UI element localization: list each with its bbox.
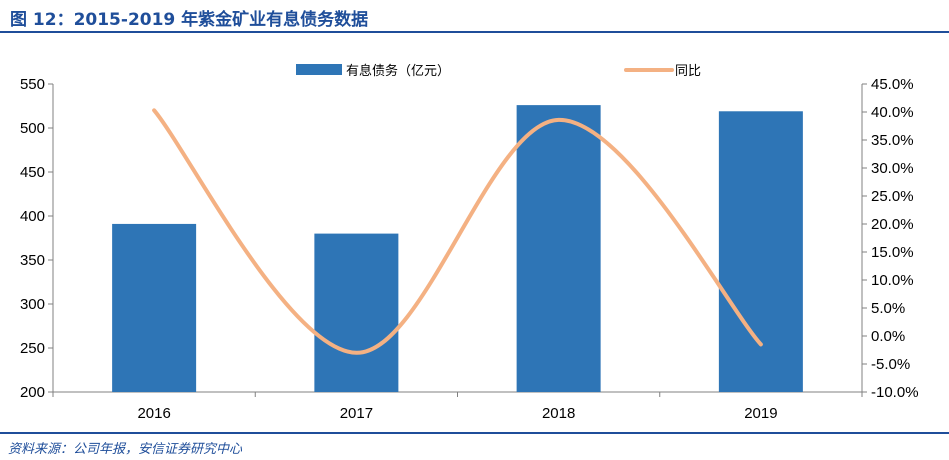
yoy-line (152, 108, 763, 355)
left-tick-label: 200 (20, 384, 45, 401)
bar-2017 (314, 233, 399, 392)
x-tick-label: 2016 (137, 405, 170, 422)
left-tick-label: 500 (20, 120, 45, 137)
left-tick-label: 550 (20, 76, 45, 93)
legend-line-label: 同比 (675, 64, 701, 79)
right-tick-label: 40.0% (871, 104, 914, 121)
title-rule (0, 31, 949, 33)
x-tick-label: 2018 (542, 405, 575, 422)
source-note: 资料来源：公司年报，安信证券研究中心 (8, 442, 243, 457)
figure-title: 图 12：2015-2019 年紫金矿业有息债务数据 (10, 10, 369, 30)
right-tick-label: 5.0% (871, 300, 905, 317)
x-tick-label: 2017 (340, 405, 373, 422)
left-tick-label: 350 (20, 252, 45, 269)
legend: 有息债务（亿元） 同比 (296, 63, 701, 79)
footer-rule (0, 432, 949, 434)
bar-series (112, 105, 803, 393)
debt-chart: 有息债务（亿元） 同比 200 250 300 350 400 450 500 550 -10.… (20, 63, 919, 422)
bar-2019 (718, 111, 803, 392)
left-tick-label: 300 (20, 296, 45, 313)
right-tick-label: 15.0% (871, 244, 914, 261)
left-tick-label: 450 (20, 164, 45, 181)
right-tick-label: 30.0% (871, 160, 914, 177)
right-tick-label: -5.0% (871, 356, 910, 373)
right-tick-label: 45.0% (871, 76, 914, 93)
right-tick-label: 0.0% (871, 328, 905, 345)
bar-2018 (516, 105, 601, 393)
bar-2016 (112, 223, 197, 392)
legend-bar-swatch (296, 64, 342, 75)
right-tick-label: 10.0% (871, 272, 914, 289)
left-tick-label: 400 (20, 208, 45, 225)
legend-bar-label: 有息债务（亿元） (346, 63, 450, 79)
right-tick-label: -10.0% (871, 384, 919, 401)
right-tick-label: 20.0% (871, 216, 914, 233)
x-tick-label: 2019 (744, 405, 777, 422)
right-tick-label: 25.0% (871, 188, 914, 205)
axes: 200 250 300 350 400 450 500 550 -10.0% -5.0% 0.0% 5… (20, 76, 919, 422)
left-tick-label: 250 (20, 340, 45, 357)
line-series (152, 108, 763, 355)
right-tick-label: 35.0% (871, 132, 914, 149)
